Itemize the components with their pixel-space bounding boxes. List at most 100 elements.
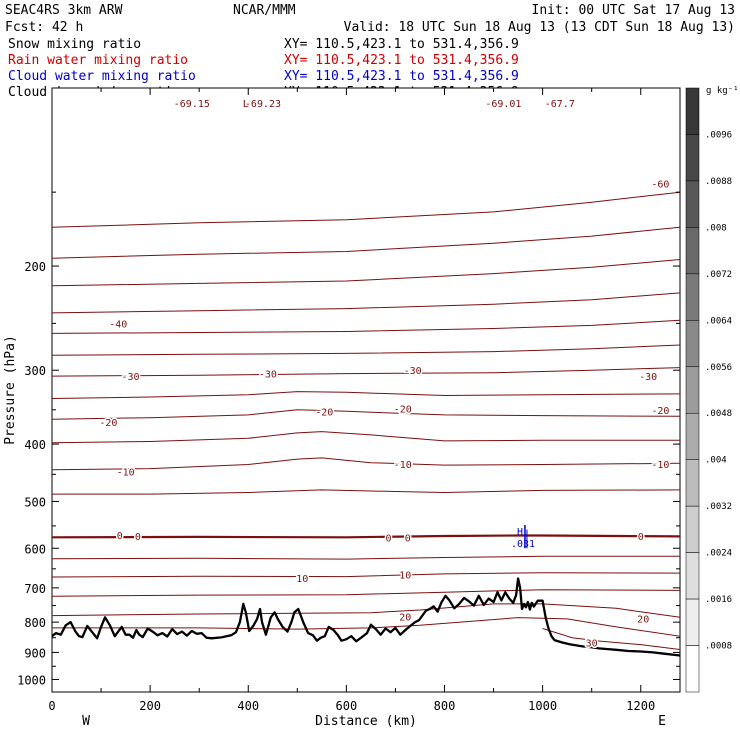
isotherm-label: -10 bbox=[117, 467, 135, 478]
isotherm-line bbox=[52, 572, 680, 578]
center-title: NCAR/MMM bbox=[233, 3, 296, 18]
isotherm-line bbox=[52, 292, 680, 314]
colorbar-units: g kg⁻¹ bbox=[706, 86, 739, 96]
isotherm-line bbox=[52, 367, 680, 377]
isotherm-line bbox=[52, 319, 680, 334]
forecast-hour: Fcst: 42 h bbox=[5, 20, 83, 35]
y-tick-label: 300 bbox=[24, 364, 46, 378]
cloud-water-high-marker: H bbox=[517, 527, 523, 538]
field-xy-range: XY= 110.5,423.1 to 531.4,356.9 bbox=[284, 37, 519, 52]
isotherm-line bbox=[52, 489, 680, 495]
x-tick-label: 1200 bbox=[626, 699, 655, 713]
isotherm-line bbox=[52, 534, 680, 539]
colorbar-swatch bbox=[685, 180, 700, 228]
colorbar-label: .0032 bbox=[705, 502, 732, 512]
isotherm-label: 0 bbox=[117, 531, 123, 542]
y-axis: Pressure (hPa) bbox=[3, 335, 18, 445]
field-name: Snow mixing ratio bbox=[8, 37, 141, 52]
y-tick-label: 800 bbox=[24, 616, 46, 630]
colorbar-label: .0048 bbox=[705, 409, 732, 419]
isotherm-label: 30 bbox=[586, 639, 598, 650]
terrain-line bbox=[52, 577, 680, 657]
colorbar-swatch bbox=[685, 552, 700, 600]
field-name: Cloud water mixing ratio bbox=[8, 69, 196, 84]
colorbar-swatch bbox=[685, 412, 700, 460]
extremum-annotation: -69.15 bbox=[174, 99, 210, 110]
colorbar-label: .0024 bbox=[705, 549, 732, 559]
isotherm-label: 10 bbox=[399, 570, 411, 581]
x-tick-label: 0 bbox=[48, 699, 55, 713]
colorbar-swatch bbox=[685, 134, 700, 182]
x-tick-label: 200 bbox=[139, 699, 161, 713]
y-tick-label: 400 bbox=[24, 438, 46, 452]
colorbar-label: .0016 bbox=[705, 595, 732, 605]
colorbar-swatch bbox=[685, 505, 700, 553]
colorbar-label: .0096 bbox=[705, 130, 732, 140]
y-axis-title: Pressure (hPa) bbox=[3, 335, 18, 445]
isotherm-label: 0 bbox=[386, 533, 392, 544]
isotherm-line bbox=[542, 628, 680, 650]
isotherm-label: -30 bbox=[259, 370, 277, 381]
colorbar-swatch bbox=[685, 645, 700, 693]
colorbar-swatch bbox=[685, 320, 700, 368]
colorbar-swatch bbox=[685, 87, 700, 135]
y-tick-label: 500 bbox=[24, 495, 46, 509]
isotherm-label: -30 bbox=[639, 372, 657, 383]
extremum-annotation: -67.7 bbox=[545, 99, 575, 110]
colorbar-swatch bbox=[685, 366, 700, 414]
init-time: Init: 00 UTC Sat 17 Aug 13 bbox=[532, 3, 736, 18]
x-tick-label: 600 bbox=[336, 699, 358, 713]
west-label: W bbox=[82, 714, 90, 729]
colorbar-label: .0072 bbox=[705, 270, 732, 280]
colorbar-swatch bbox=[685, 273, 700, 321]
isotherm-line bbox=[52, 603, 680, 618]
isotherm-line bbox=[52, 191, 680, 228]
y-tick-label: 1000 bbox=[17, 673, 46, 687]
isotherm-label: -30 bbox=[404, 366, 422, 377]
colorbar: g kg⁻¹ .0096 .0088 .008 .0072 .0064 .0056 .004… bbox=[685, 86, 739, 693]
isotherm-line bbox=[52, 226, 680, 259]
plot-area: H.031 -60 -40 -30 -30 -30 -30 -20 -20 -20 -20 -10 -1… bbox=[17, 87, 681, 713]
plot-frame bbox=[51, 87, 681, 693]
isotherm-line bbox=[52, 391, 680, 399]
isotherm-line bbox=[52, 555, 680, 560]
colorbar-swatch bbox=[685, 459, 700, 507]
colorbar-label: .008 bbox=[705, 223, 727, 233]
header: SEAC4RS 3km ARW NCAR/MMM Init: 00 UTC Sa… bbox=[5, 3, 735, 35]
x-tick-label: 800 bbox=[434, 699, 456, 713]
colorbar-label: .004 bbox=[705, 456, 727, 466]
colorbar-swatch bbox=[685, 227, 700, 275]
extremum-annotation: -69.01 bbox=[485, 99, 521, 110]
east-label: E bbox=[658, 714, 666, 729]
isotherm-label: -30 bbox=[121, 372, 139, 383]
model-title: SEAC4RS 3km ARW bbox=[5, 3, 123, 18]
colorbar-label: .0056 bbox=[705, 363, 732, 373]
y-tick-label: 600 bbox=[24, 542, 46, 556]
isotherm-line bbox=[52, 409, 680, 420]
y-tick-label: 700 bbox=[24, 582, 46, 596]
field-name: Rain water mixing ratio bbox=[8, 53, 188, 68]
isotherm-label: 0 bbox=[135, 532, 141, 543]
x-axis: Distance (km) W E bbox=[82, 714, 666, 729]
x-axis-title: Distance (km) bbox=[315, 714, 417, 729]
isotherm-label: -20 bbox=[315, 407, 333, 418]
isotherm-line bbox=[52, 431, 680, 444]
cloud-water-value: .031 bbox=[511, 539, 535, 550]
isotherm-line bbox=[52, 457, 680, 471]
isotherm-label: 0 bbox=[638, 532, 644, 543]
isotherm-label: 0 bbox=[405, 533, 411, 544]
isotherm-line bbox=[52, 259, 680, 287]
isotherm-label: -20 bbox=[651, 406, 669, 417]
x-tick-label: 1000 bbox=[528, 699, 557, 713]
isotherm-label: 20 bbox=[637, 614, 649, 625]
isotherm-label: -10 bbox=[394, 460, 412, 471]
extremum-annotation: L bbox=[243, 99, 249, 110]
isotherm-label: -20 bbox=[99, 418, 117, 429]
isotherm-line bbox=[52, 344, 680, 356]
y-tick-label: 900 bbox=[24, 646, 46, 660]
isotherm-label: -40 bbox=[109, 319, 127, 330]
x-tick-label: 400 bbox=[237, 699, 259, 713]
isotherm-label: -20 bbox=[394, 404, 412, 415]
colorbar-swatch bbox=[685, 598, 700, 646]
